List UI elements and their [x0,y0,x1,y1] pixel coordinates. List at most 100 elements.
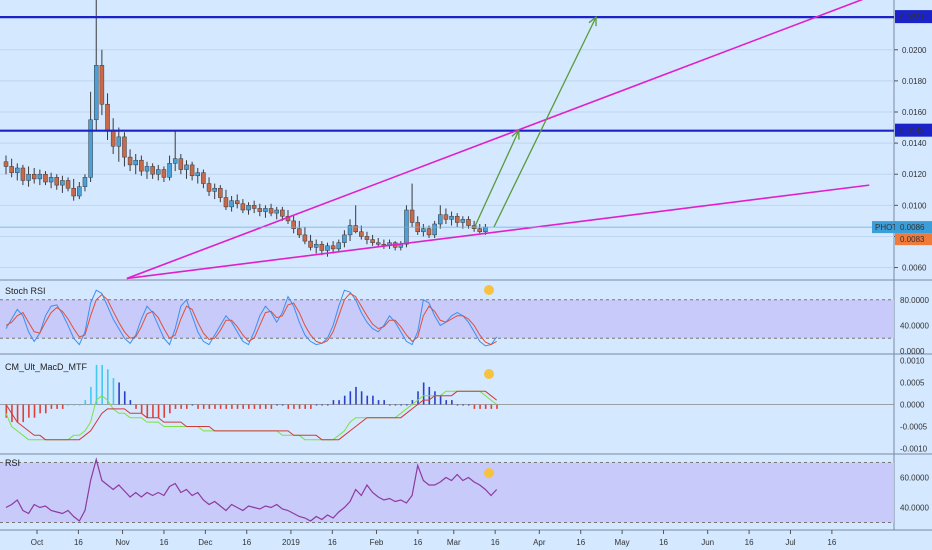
candle-body [313,243,319,248]
macd-histogram-bar [95,364,98,405]
candle-body [139,159,144,172]
rsi-band [0,462,894,523]
candle-body [268,208,274,214]
macd-histogram-bar [5,404,8,418]
macd-histogram-bar [248,404,250,409]
candle-body [325,245,330,251]
macd-histogram-bar [332,400,335,405]
candle-body [48,177,54,183]
macd-histogram-bar [101,364,103,405]
macd-histogram-bar [490,404,493,409]
candle-body [71,187,76,197]
candle-body [93,65,99,121]
macd-histogram-bar [439,395,442,405]
x-tick-label: 16 [576,538,585,547]
macd-histogram-bar [321,404,323,406]
macd-histogram-bar [343,395,346,405]
macd-histogram-bar [372,395,374,405]
candle-body [43,173,48,183]
signal-line [5,390,497,441]
candle-body [359,231,364,237]
y-tick-label: 0.0060 [902,264,927,273]
macd-histogram-bar [84,400,87,405]
macd-histogram-bar [467,404,470,406]
candle-body [218,187,223,198]
trend-line [126,0,864,280]
candle-body [3,161,9,167]
x-tick-label: Feb [370,538,384,547]
candle-body [206,183,212,192]
macd-histogram-bar [434,391,436,405]
candle-body [167,163,172,178]
x-tick-label: 16 [242,538,251,547]
x-tick-label: Jun [701,538,714,547]
y-tick-label: 0.0180 [902,77,927,86]
y-tick-label: 0.0160 [902,108,927,117]
pointing-hand-icon [484,468,494,478]
macd-histogram-bar [451,400,453,405]
macd-histogram-bar [197,404,199,409]
price-label: 0.0221 [900,13,925,22]
macd-histogram-bar [462,404,464,406]
macd-histogram-bar [253,404,256,409]
macd-histogram-bar [73,404,75,406]
macd-histogram-bar [180,404,182,409]
y-tick-label: -0.0010 [900,445,928,454]
macd-histogram-bar [405,404,408,406]
candle-body [297,228,302,236]
macd-histogram-bar [33,404,36,418]
candle-body [246,205,251,211]
macd-histogram-bar [174,404,177,409]
candle-body [280,209,285,217]
candle-body [364,236,370,240]
candle-body [15,167,20,173]
macd-histogram-bar [135,404,137,409]
candle-body [477,228,483,233]
prev-price-label: 0.0083 [900,235,925,244]
macd-histogram-bar [231,404,233,409]
candle-body [150,166,155,175]
macd-histogram-bar [118,382,120,405]
candle-body [229,200,234,208]
price-axis: 0.00600.00800.01000.01200.01400.01600.01… [872,10,932,513]
y-tick-label: 0.0000 [900,347,925,356]
macd-histogram-bar [157,404,160,418]
candle-body [263,208,268,212]
candle-body [223,197,229,208]
candle-body [443,214,449,220]
symbol-tag-bg [872,221,896,234]
x-tick-label: 16 [413,538,422,547]
chart-panes [0,0,932,531]
macd-histogram-bar [259,404,261,409]
macd-histogram-bar [219,404,222,409]
price-label: 0.0148 [900,127,925,136]
current-price-bg [895,221,932,234]
macd-histogram-bar [44,404,47,414]
macd-histogram-bar [338,400,340,405]
macd-histogram-bar [315,404,318,406]
y-tick-label: 40.0000 [900,321,929,330]
prev-price-bg [895,233,932,246]
candle-body [460,219,466,223]
x-tick-label: Dec [198,538,212,547]
pointing-hand-icon [484,285,494,295]
macd-histogram-bar [191,404,194,406]
candle-body [375,242,381,245]
candle-body [240,203,246,211]
projection-arrow [493,16,597,228]
y-tick-label: -0.0005 [900,423,928,432]
candle-body [330,245,336,250]
candle-body [26,173,31,181]
macd-histogram-bar [28,404,30,418]
macd-histogram-bar [484,404,487,409]
macd-histogram-bar [360,391,363,405]
macd-histogram-bar [208,404,211,409]
macd-histogram-bar [140,404,143,414]
y-tick-label: 0.0120 [902,170,927,179]
candle-body [184,164,189,170]
macd-histogram-bar [287,404,290,409]
candle-body [54,177,60,186]
candle-body [37,173,43,180]
macd-histogram-bar [16,404,19,423]
